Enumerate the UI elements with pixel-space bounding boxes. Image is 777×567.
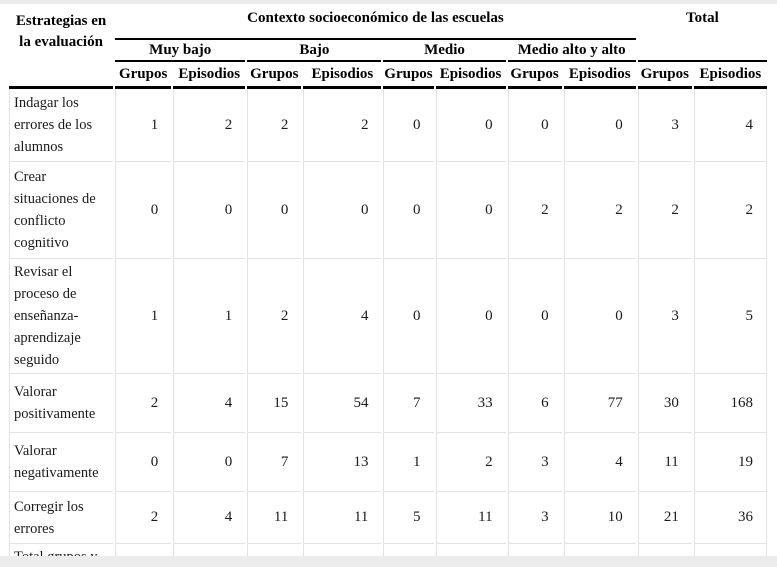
value-cell: 54 xyxy=(303,374,382,433)
value-cell: 6 xyxy=(507,374,562,433)
value-cell: 0 xyxy=(247,162,302,259)
value-cell: 13 xyxy=(303,433,382,492)
top-divider xyxy=(0,0,777,4)
value-cell: 0 xyxy=(563,89,636,162)
value-cell: 4 xyxy=(303,259,382,374)
value-cell: 0 xyxy=(115,433,172,492)
value-cell: 19 xyxy=(693,433,767,492)
subheader-grupos: Grupos xyxy=(507,62,562,89)
value-cell: 4 xyxy=(173,492,246,544)
value-cell: 0 xyxy=(507,89,562,162)
group-header-bajo: Bajo xyxy=(247,40,382,62)
value-cell: 4 xyxy=(173,374,246,433)
column-header-total: Total xyxy=(637,4,767,62)
value-cell: 11 xyxy=(637,433,692,492)
subheader-episodios: Episodios xyxy=(173,62,246,89)
value-cell: 0 xyxy=(303,162,382,259)
row-label: Valorar negativamente xyxy=(9,433,114,492)
column-header-strategies: Estrategias en la evaluación xyxy=(9,4,114,89)
table-row: Valorar negativamente 0 0 7 13 1 2 3 4 1… xyxy=(9,433,767,492)
subheader-grupos: Grupos xyxy=(637,62,692,89)
value-cell: 15 xyxy=(247,374,302,433)
value-cell: 0 xyxy=(173,433,246,492)
value-cell: 3 xyxy=(637,259,692,374)
subheader-episodios: Episodios xyxy=(435,62,506,89)
header-row-subheaders: Grupos Episodios Grupos Episodios Grupos… xyxy=(9,62,767,89)
subheader-episodios: Episodios xyxy=(303,62,382,89)
value-cell: 77 xyxy=(563,374,636,433)
value-cell: 5 xyxy=(693,259,767,374)
value-cell: 0 xyxy=(435,89,506,162)
value-cell: 2 xyxy=(303,89,382,162)
group-header-medio-alto: Medio alto y alto xyxy=(507,40,636,62)
value-cell: 1 xyxy=(115,89,172,162)
table-row: Valorar positivamente 2 4 15 54 7 33 6 7… xyxy=(9,374,767,433)
row-label: Corregir los errores xyxy=(9,492,114,544)
value-cell: 36 xyxy=(693,492,767,544)
value-cell: 21 xyxy=(637,492,692,544)
group-header-medio: Medio xyxy=(383,40,506,62)
row-label: Crear situaciones de conflicto cognitivo xyxy=(9,162,114,259)
value-cell: 0 xyxy=(173,162,246,259)
value-cell: 5 xyxy=(383,492,434,544)
value-cell: 3 xyxy=(507,433,562,492)
value-cell: 2 xyxy=(115,492,172,544)
value-cell: 30 xyxy=(637,374,692,433)
value-cell: 11 xyxy=(303,492,382,544)
value-cell: 2 xyxy=(693,162,767,259)
value-cell: 0 xyxy=(383,162,434,259)
group-header-muy-bajo: Muy bajo xyxy=(115,40,246,62)
value-cell: 2 xyxy=(507,162,562,259)
row-label: Revisar el proceso de enseñanza-aprendiz… xyxy=(9,259,114,374)
value-cell: 2 xyxy=(115,374,172,433)
row-label: Indagar los errores de los alumnos xyxy=(9,89,114,162)
row-label: Valorar positivamente xyxy=(9,374,114,433)
header-row-groups: Muy bajo Bajo Medio Medio alto y alto xyxy=(9,40,767,62)
subheader-grupos: Grupos xyxy=(247,62,302,89)
bottom-divider xyxy=(0,556,777,567)
value-cell: 1 xyxy=(173,259,246,374)
subheader-episodios: Episodios xyxy=(693,62,767,89)
value-cell: 7 xyxy=(383,374,434,433)
table-row: Revisar el proceso de enseñanza-aprendiz… xyxy=(9,259,767,374)
value-cell: 4 xyxy=(693,89,767,162)
subheader-grupos: Grupos xyxy=(383,62,434,89)
value-cell: 0 xyxy=(435,162,506,259)
value-cell: 0 xyxy=(383,259,434,374)
value-cell: 168 xyxy=(693,374,767,433)
value-cell: 0 xyxy=(507,259,562,374)
value-cell: 1 xyxy=(115,259,172,374)
table-row: Indagar los errores de los alumnos 1 2 2… xyxy=(9,89,767,162)
value-cell: 0 xyxy=(563,259,636,374)
value-cell: 7 xyxy=(247,433,302,492)
value-cell: 0 xyxy=(435,259,506,374)
subheader-grupos: Grupos xyxy=(115,62,172,89)
table-row: Crear situaciones de conflicto cognitivo… xyxy=(9,162,767,259)
value-cell: 3 xyxy=(507,492,562,544)
header-row-top: Estrategias en la evaluación Contexto so… xyxy=(9,4,767,89)
value-cell: 11 xyxy=(247,492,302,544)
value-cell: 0 xyxy=(383,89,434,162)
value-cell: 10 xyxy=(563,492,636,544)
value-cell: 2 xyxy=(247,259,302,374)
subheader-episodios: Episodios xyxy=(563,62,636,89)
value-cell: 0 xyxy=(115,162,172,259)
value-cell: 2 xyxy=(247,89,302,162)
value-cell: 2 xyxy=(435,433,506,492)
value-cell: 2 xyxy=(173,89,246,162)
column-header-context: Contexto socioeconómico de las escuelas xyxy=(115,4,636,40)
value-cell: 11 xyxy=(435,492,506,544)
value-cell: 1 xyxy=(383,433,434,492)
table-row: Corregir los errores 2 4 11 11 5 11 3 10… xyxy=(9,492,767,544)
value-cell: 3 xyxy=(637,89,692,162)
value-cell: 4 xyxy=(563,433,636,492)
evaluation-strategies-table: Estrategias en la evaluación Contexto so… xyxy=(7,4,769,567)
value-cell: 2 xyxy=(563,162,636,259)
value-cell: 33 xyxy=(435,374,506,433)
value-cell: 2 xyxy=(637,162,692,259)
